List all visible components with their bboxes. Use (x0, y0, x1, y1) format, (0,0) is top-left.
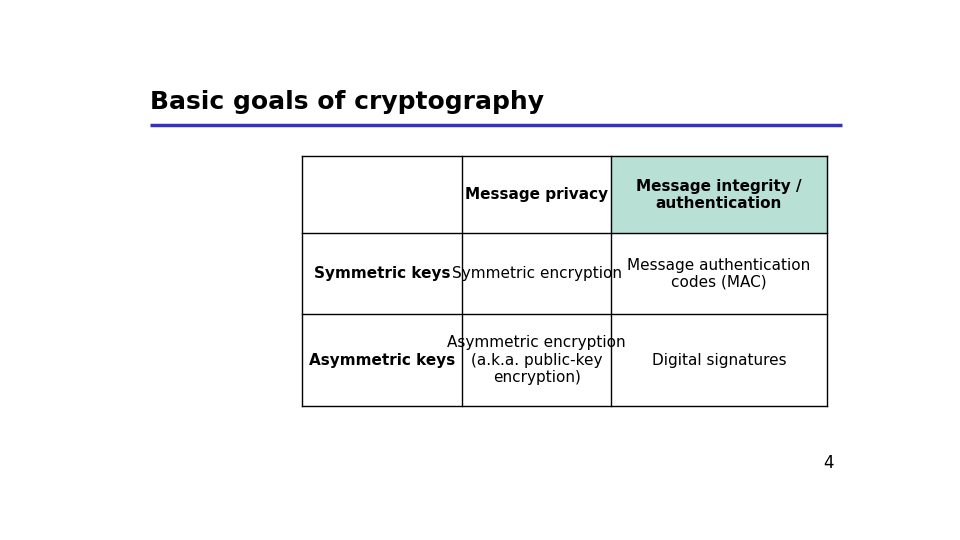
Text: Asymmetric keys: Asymmetric keys (309, 353, 455, 368)
Bar (611, 156, 827, 233)
Text: Symmetric encryption: Symmetric encryption (451, 266, 622, 281)
Text: Symmetric keys: Symmetric keys (314, 266, 450, 281)
Text: Message authentication
codes (MAC): Message authentication codes (MAC) (627, 258, 810, 290)
Text: 4: 4 (824, 454, 834, 472)
Text: Basic goals of cryptography: Basic goals of cryptography (150, 90, 543, 114)
Text: Asymmetric encryption
(a.k.a. public-key
encryption): Asymmetric encryption (a.k.a. public-key… (447, 335, 626, 385)
Text: Message privacy: Message privacy (465, 187, 609, 202)
Text: Digital signatures: Digital signatures (652, 353, 786, 368)
Text: Message integrity /
authentication: Message integrity / authentication (636, 179, 802, 211)
